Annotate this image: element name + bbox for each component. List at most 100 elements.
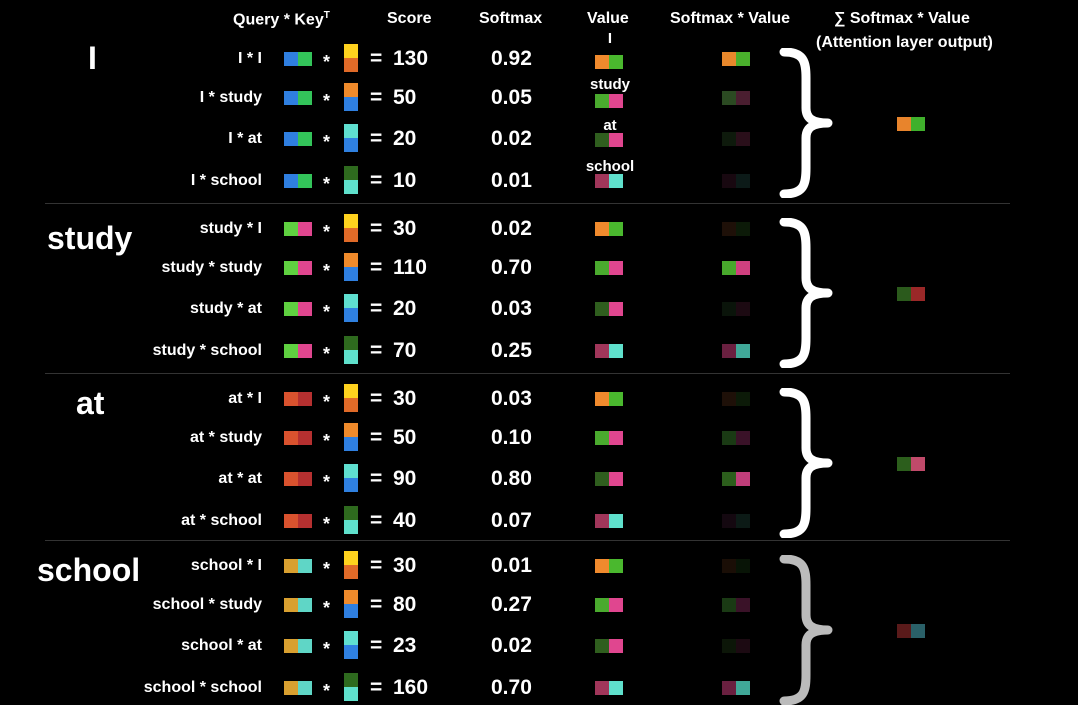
attention-output-cell [911,457,925,471]
value-vector-cell [609,392,623,406]
attention-output-cell [897,457,911,471]
query-vector-cell [284,302,298,316]
value-vector-cell [609,431,623,445]
key-vector-cell [344,253,358,267]
times-symbol: * [323,302,331,322]
value-vector-cell [609,133,623,147]
softmax-value: 0.27 [491,593,532,616]
query-vector-cell [298,132,312,146]
query-vector-cell [298,514,312,528]
softmax-value: 0.80 [491,467,532,490]
key-vector-cell [344,44,358,58]
value-vector-cell [595,598,609,612]
query-vector-cell [284,132,298,146]
key-vector-cell [344,478,358,492]
pair-label: I * I [237,50,262,67]
softmax-value: 0.07 [491,509,532,532]
key-vector-cell [344,350,358,364]
value-vector-cell [595,55,609,69]
score-value: 30 [393,217,417,240]
score-value: 70 [393,339,417,362]
curly-brace-icon [779,218,833,368]
attention-output-cell [911,624,925,638]
weighted-value-cell [722,52,736,66]
word-label: at [76,385,105,421]
attention-output-cell [911,287,925,301]
header-softmax: Softmax [479,10,543,27]
weighted-value-cell [736,132,750,146]
header-value: Value [587,10,629,27]
key-vector-cell [344,180,358,194]
value-vector-cell [595,133,609,147]
equals-symbol: = [370,339,383,362]
header-query-key: Query * KeyT [233,10,330,29]
score-value: 110 [393,256,427,279]
value-word-label: at [603,117,617,134]
sum-symbol: ∑ [834,10,846,27]
pair-label: I * at [228,130,262,147]
times-symbol: * [323,222,331,242]
equals-symbol: = [370,554,383,577]
attention-output-cell [897,117,911,131]
group-separator [45,540,1010,541]
query-vector-cell [284,174,298,188]
value-vector-cell [609,222,623,236]
query-vector-cell [298,639,312,653]
weighted-value-cell [736,222,750,236]
pair-label: at * at [218,470,262,487]
weighted-value-cell [736,392,750,406]
weighted-value-cell [736,91,750,105]
key-vector-cell [344,631,358,645]
weighted-value-cell [722,639,736,653]
attention-output-cell [897,624,911,638]
weighted-value-cell [736,598,750,612]
equals-symbol: = [370,634,383,657]
key-vector-cell [344,590,358,604]
softmax-value: 0.01 [491,554,532,577]
pair-label: I * study [199,89,262,106]
times-symbol: * [323,344,331,364]
times-symbol: * [323,174,331,194]
header-transpose-sup: T [323,10,330,21]
softmax-value: 0.92 [491,47,532,70]
softmax-value: 0.10 [491,426,532,449]
softmax-value: 0.02 [491,217,532,240]
score-value: 160 [393,676,429,699]
equals-symbol: = [370,256,383,279]
weighted-value-cell [722,431,736,445]
weighted-value-cell [722,91,736,105]
pair-label: at * I [228,390,262,407]
equals-symbol: = [370,426,383,449]
value-vector-cell [609,639,623,653]
key-vector-cell [344,673,358,687]
key-vector-cell [344,166,358,180]
equals-symbol: = [370,86,383,109]
times-symbol: * [323,132,331,152]
word-label: study [47,220,133,256]
query-vector-cell [298,302,312,316]
query-vector-cell [284,431,298,445]
query-vector-cell [284,559,298,573]
query-vector-cell [298,344,312,358]
value-vector-cell [609,514,623,528]
query-vector-cell [298,392,312,406]
equals-symbol: = [370,509,383,532]
weighted-value-cell [736,174,750,188]
key-vector-cell [344,294,358,308]
score-value: 80 [393,593,417,616]
key-vector-cell [344,604,358,618]
word-label: I [88,40,97,76]
query-vector-cell [284,261,298,275]
query-vector-cell [298,261,312,275]
weighted-value-cell [736,302,750,316]
value-vector-cell [609,174,623,188]
weighted-value-cell [722,681,736,695]
key-vector-cell [344,645,358,659]
query-vector-cell [298,174,312,188]
query-vector-cell [284,344,298,358]
key-vector-cell [344,565,358,579]
group-separator [45,203,1010,204]
score-value: 23 [393,634,417,657]
value-vector-cell [595,472,609,486]
key-vector-cell [344,138,358,152]
